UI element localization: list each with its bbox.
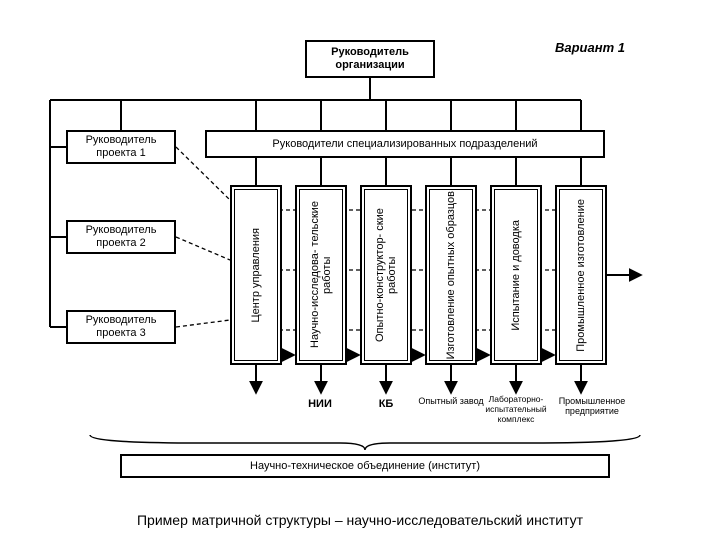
bottom-label-3: Опытный завод bbox=[418, 396, 484, 406]
bottom-label-1: НИИ bbox=[270, 398, 370, 410]
mid-box: Руководители специализированных подразде… bbox=[205, 130, 605, 158]
pm-box-3: Руководитель проекта 3 bbox=[66, 310, 176, 344]
dept-box-6: Промышленное изготовление bbox=[555, 185, 607, 365]
footer-box: Научно-техническое объединение (институт… bbox=[120, 454, 610, 478]
dept-box-3: Опытно-конструктор- ские работы bbox=[360, 185, 412, 365]
dept-label-5: Испытание и доводка bbox=[510, 220, 522, 331]
dept-box-4: Изготовление опытных образцов bbox=[425, 185, 477, 365]
dept-label-6: Промышленное изготовление bbox=[575, 199, 587, 352]
dept-box-5: Испытание и доводка bbox=[490, 185, 542, 365]
dept-box-1: Центр управления bbox=[230, 185, 282, 365]
dept-label-1: Центр управления bbox=[250, 228, 262, 323]
pm-box-2: Руководитель проекта 2 bbox=[66, 220, 176, 254]
pm-box-1: Руководитель проекта 1 bbox=[66, 130, 176, 164]
dept-label-2: Научно-исследова- тельские работы bbox=[309, 189, 333, 361]
dept-label-3: Опытно-конструктор- ские работы bbox=[374, 189, 398, 361]
variant-label: Вариант 1 bbox=[555, 40, 625, 55]
top-box: Руководитель организации bbox=[305, 40, 435, 78]
bottom-label-2: КБ bbox=[356, 398, 416, 410]
dept-label-4: Изготовление опытных образцов bbox=[445, 191, 457, 359]
dept-box-2: Научно-исследова- тельские работы bbox=[295, 185, 347, 365]
bottom-label-5: Промышленное предприятие bbox=[552, 396, 632, 416]
caption: Пример матричной структуры – научно-иссл… bbox=[0, 512, 720, 528]
bottom-label-4: Лабораторно- испытательный комплекс bbox=[478, 394, 554, 424]
